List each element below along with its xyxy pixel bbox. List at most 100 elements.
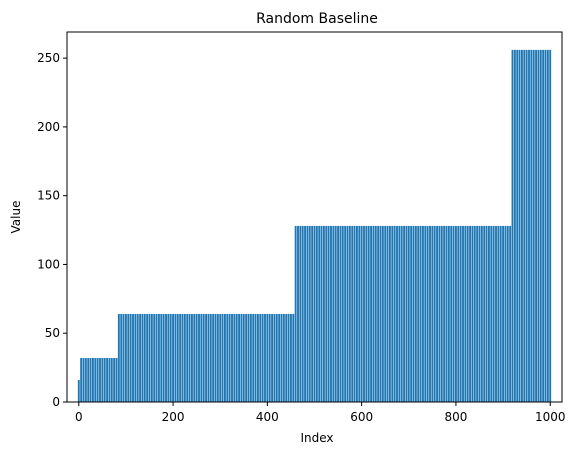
bar-191	[528, 49, 530, 402]
x-tick-label: 600	[350, 410, 373, 424]
bar-63	[226, 313, 229, 402]
bar-148	[426, 225, 429, 402]
y-tick-label: 250	[37, 51, 60, 65]
bar-152	[436, 225, 439, 402]
bar-55	[207, 313, 210, 402]
bar-47	[188, 313, 191, 402]
bar-134	[393, 225, 396, 402]
bar-144	[417, 225, 420, 402]
bar-126	[374, 225, 377, 402]
y-tick-label: 200	[37, 120, 60, 134]
bar-82	[271, 313, 274, 402]
bar-140	[407, 225, 410, 402]
bar-83	[273, 313, 276, 402]
bar-165	[466, 225, 469, 402]
bar-86	[280, 313, 283, 402]
bar-169	[476, 225, 479, 402]
x-axis-ticks: 0 200 400 600 800 1000	[75, 402, 566, 424]
bar-30	[148, 313, 151, 402]
bar-54	[205, 313, 208, 402]
bar-193	[532, 49, 535, 402]
bar-14	[110, 357, 113, 402]
y-tick-label: 0	[52, 395, 60, 409]
x-tick-label: 200	[162, 410, 185, 424]
y-axis-label: Value	[9, 201, 23, 234]
bar-151	[433, 225, 436, 402]
bar-3	[84, 357, 87, 402]
x-tick-label: 1000	[535, 410, 566, 424]
bar-166	[469, 225, 472, 402]
bar-172	[483, 225, 486, 402]
bar-164	[464, 225, 467, 402]
bar-58	[214, 313, 217, 402]
bar-0	[77, 379, 80, 402]
bar-194	[535, 49, 538, 402]
bar-117	[353, 225, 356, 402]
bar-180	[502, 225, 505, 402]
bar-11	[103, 357, 106, 402]
bar-143	[414, 225, 417, 402]
bar-168	[473, 225, 476, 402]
bar-10	[101, 357, 104, 402]
bar-113	[344, 225, 347, 402]
bar-31	[150, 313, 153, 402]
bar-100	[313, 225, 316, 402]
bar-171	[480, 225, 483, 402]
y-tick-label: 100	[37, 257, 60, 271]
bar-184	[511, 49, 514, 402]
bar-178	[497, 225, 500, 402]
bar-67	[235, 313, 238, 402]
bar-181	[504, 225, 507, 402]
bar-23	[132, 313, 134, 402]
bar-62	[223, 313, 226, 402]
bar-79	[264, 313, 266, 402]
chart-title: Random Baseline	[256, 11, 378, 27]
bar-196	[539, 49, 542, 402]
bar-123	[367, 225, 370, 402]
bar-73	[249, 313, 252, 402]
bar-25	[136, 313, 139, 402]
bar-98	[308, 225, 311, 402]
bar-71	[245, 313, 248, 402]
bar-195	[537, 49, 540, 402]
bar-29	[146, 313, 149, 402]
bar-12	[106, 357, 109, 402]
bar-94	[299, 225, 302, 402]
bar-187	[518, 49, 521, 402]
bar-102	[318, 225, 321, 402]
bar-133	[391, 225, 394, 402]
bar-41	[174, 313, 177, 402]
bar-38	[167, 313, 170, 402]
bar-46	[186, 313, 189, 402]
bar-28	[143, 313, 146, 402]
bar-18	[120, 313, 123, 402]
bar-131	[386, 225, 389, 402]
bar-90	[289, 313, 292, 402]
bar-84	[275, 313, 278, 402]
y-tick-label: 50	[45, 326, 60, 340]
bar-59	[216, 313, 219, 402]
bar-2	[82, 357, 85, 402]
bars-group	[77, 49, 552, 402]
bar-95	[301, 225, 304, 402]
bar-89	[287, 313, 290, 402]
bar-48	[190, 313, 193, 402]
bar-13	[108, 357, 111, 402]
bar-22	[129, 313, 132, 402]
bar-119	[358, 225, 361, 402]
bar-182	[506, 225, 509, 402]
bar-139	[405, 225, 408, 402]
bar-116	[351, 225, 354, 402]
bar-87	[282, 313, 285, 402]
bar-124	[370, 225, 373, 402]
x-tick-label: 400	[256, 410, 279, 424]
bar-69	[240, 313, 243, 402]
bar-145	[419, 225, 422, 402]
bar-78	[261, 313, 264, 402]
bar-8	[96, 357, 99, 402]
bar-177	[495, 225, 497, 402]
bar-75	[254, 313, 257, 402]
bar-39	[169, 313, 172, 402]
bar-6	[91, 357, 94, 402]
bar-147	[424, 225, 427, 402]
